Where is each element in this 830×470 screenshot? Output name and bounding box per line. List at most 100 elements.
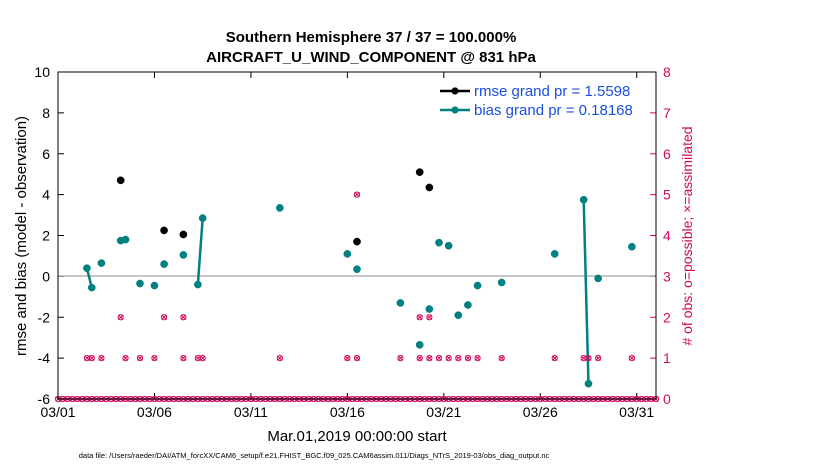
obs-count-marker — [344, 355, 351, 362]
obs-count-marker — [276, 355, 283, 362]
obs-count-marker — [445, 355, 452, 362]
obs-count-marker — [551, 355, 558, 362]
bias-point — [425, 305, 434, 313]
obs-count-marker — [628, 355, 635, 362]
obs-count-cross — [465, 355, 471, 361]
obs-count-marker — [474, 355, 481, 362]
legend-rmse-marker — [451, 87, 459, 95]
obs-count-cross — [436, 355, 442, 361]
obs-count-marker — [98, 355, 105, 362]
obs-count-marker — [464, 355, 472, 362]
bias-point — [594, 274, 602, 283]
y-right-tick-label: 8 — [663, 64, 671, 80]
obs-count-marker — [595, 355, 602, 362]
y-right-tick-label: 6 — [663, 146, 671, 162]
bias-point — [275, 204, 284, 212]
y-right-tick-label: 1 — [663, 350, 671, 366]
obs-count-marker — [353, 355, 361, 362]
obs-count-cross — [354, 355, 360, 361]
rmse-point — [425, 183, 434, 192]
bias-point — [136, 279, 144, 288]
obs-count-marker — [180, 314, 187, 321]
obs-count-marker — [353, 191, 361, 198]
obs-count-cross — [195, 355, 201, 361]
x-tick-label: 03/01 — [40, 404, 75, 420]
obs-count-cross — [416, 355, 423, 361]
obs-count-marker — [88, 355, 95, 362]
rmse-point — [179, 230, 188, 239]
obs-count-cross — [84, 355, 90, 361]
bias-line-segment — [196, 218, 204, 285]
y-right-tick-label: 0 — [663, 391, 671, 407]
bias-point — [464, 301, 472, 309]
plot-area — [58, 72, 656, 399]
bias-point — [435, 238, 443, 247]
legend-bias-marker — [451, 106, 459, 114]
obs-count-cross — [180, 314, 187, 321]
legend: rmse grand pr = 1.5598 bias grand pr = 0… — [440, 83, 633, 119]
obs-count-cross — [180, 355, 187, 361]
obs-count-cross — [137, 355, 143, 361]
bias-point — [550, 250, 559, 258]
y-tick-label: 10 — [34, 64, 50, 80]
obs-count-cross — [98, 355, 105, 361]
chart-title: Southern Hemisphere 37 / 37 = 100.000% — [226, 29, 517, 46]
y-tick-label: -4 — [38, 350, 51, 366]
y-right-tick-label: 7 — [663, 105, 671, 121]
x-tick-label: 03/21 — [426, 404, 461, 420]
obs-count-marker — [117, 314, 124, 321]
obs-count-cross — [498, 355, 505, 361]
y-tick-label: -6 — [38, 391, 51, 407]
obs-count-cross — [277, 355, 283, 361]
data-file-footer: data file: /Users/raeder/DAI/ATM_forcXX/… — [79, 451, 550, 460]
bias-point — [497, 278, 506, 287]
obs-count-marker — [122, 355, 129, 362]
bias-point — [179, 251, 188, 259]
bias-point — [628, 242, 636, 251]
bias-point — [444, 241, 453, 250]
bias-line-segment — [85, 267, 93, 288]
bias-point — [353, 265, 361, 274]
legend-rmse-label: rmse grand pr = 1.5598 — [474, 83, 630, 100]
y-axis-left: -6 -4 -2 0 2 4 6 8 10 — [34, 64, 64, 407]
obs-count-cross — [580, 355, 587, 361]
bias-point — [415, 340, 424, 349]
obs-count-cross — [122, 355, 129, 361]
obs-count-cross — [397, 355, 404, 361]
obs-count-marker — [416, 314, 423, 321]
obs-count-cross — [474, 355, 481, 361]
obs-count-cross — [416, 314, 423, 321]
obs-count-cross — [89, 355, 95, 361]
x-tick-label: 03/31 — [619, 404, 654, 420]
plot-frame — [57, 71, 657, 400]
x-tick-label: 03/11 — [234, 404, 268, 420]
obs-count-cross — [426, 355, 433, 361]
y-tick-label: 0 — [42, 268, 50, 284]
rmse-point — [415, 168, 424, 176]
obs-count-marker — [416, 355, 423, 362]
obs-count-marker — [151, 355, 158, 362]
obs-count-cross — [151, 355, 158, 361]
obs-count-marker — [199, 355, 206, 362]
obs-count-marker — [455, 355, 462, 362]
obs-count-marker — [426, 314, 433, 321]
y-tick-label: 2 — [42, 228, 50, 244]
y-tick-label: 4 — [42, 187, 50, 203]
y-axis-right-label: # of obs: o=possible; ×=assimilated — [679, 126, 695, 345]
y-tick-label: 8 — [42, 105, 50, 121]
y-right-tick-label: 3 — [663, 268, 671, 284]
chart-subtitle: AIRCRAFT_U_WIND_COMPONENT @ 831 hPa — [206, 49, 536, 66]
y-right-tick-label: 2 — [663, 309, 671, 325]
bias-line-segment — [582, 199, 590, 384]
bias-point — [396, 299, 405, 307]
obs-count-marker — [435, 355, 443, 362]
obs-count-cross — [426, 314, 433, 321]
obs-count-cross — [344, 355, 351, 361]
y-right-tick-label: 4 — [663, 228, 671, 244]
obs-count-cross — [595, 355, 601, 361]
obs-count-marker — [160, 314, 168, 321]
y-right-tick-label: 5 — [663, 187, 671, 203]
rmse-point — [116, 176, 125, 185]
obs-count-cross — [629, 355, 635, 361]
